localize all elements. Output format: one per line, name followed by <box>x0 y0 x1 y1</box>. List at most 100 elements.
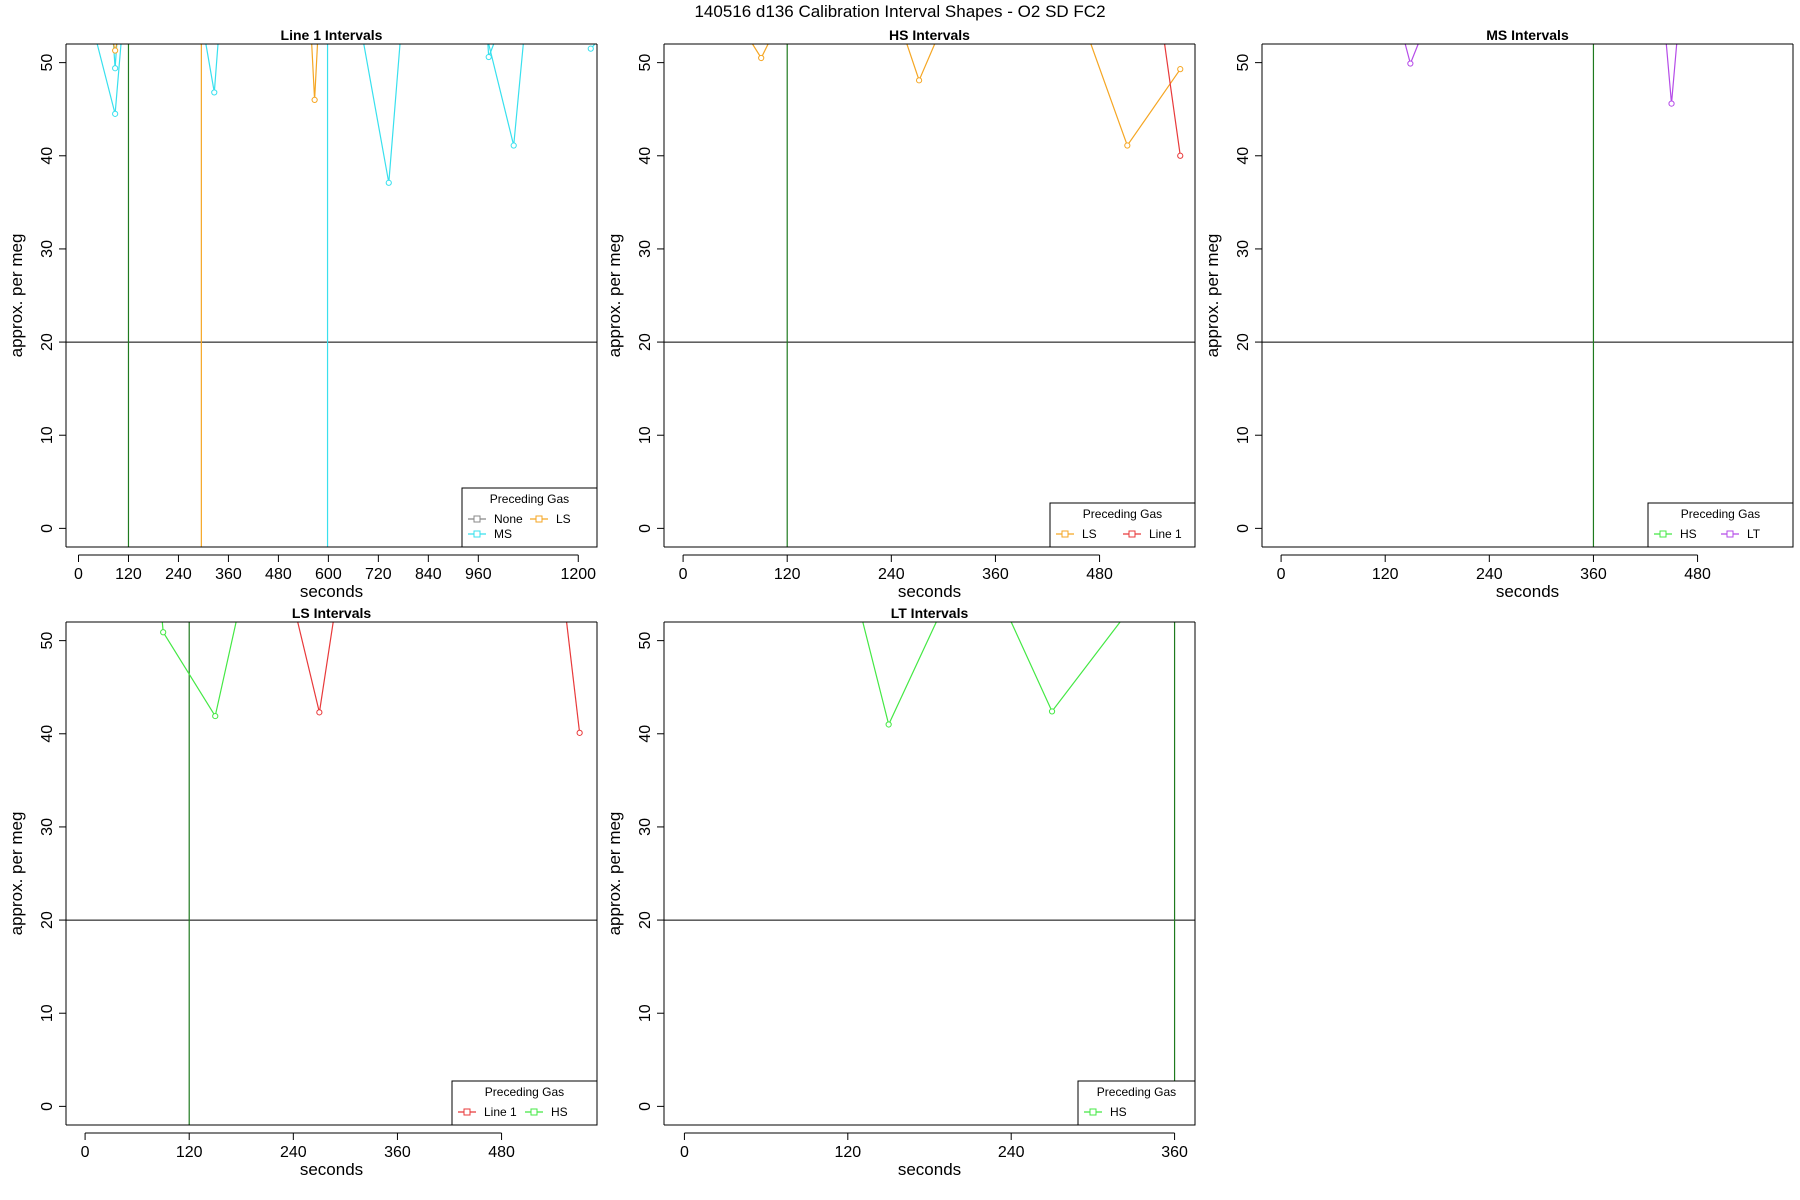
legend: Preceding Gas None LS MS <box>461 487 598 548</box>
data-point <box>510 142 517 149</box>
y-tick-label: 50 <box>637 54 654 72</box>
legend-entry: HS <box>1110 1105 1127 1119</box>
x-axis-label: seconds <box>898 582 961 601</box>
legend-title: Preceding Gas <box>1097 1085 1176 1099</box>
data-point <box>885 721 892 728</box>
y-tick-label: 40 <box>39 147 56 165</box>
x-tick-label: 240 <box>165 566 192 583</box>
data-point <box>1407 60 1414 67</box>
data-point <box>1124 142 1131 149</box>
data-point <box>211 89 218 96</box>
x-axis-label: seconds <box>1496 582 1559 601</box>
y-tick-label: 10 <box>1235 426 1252 444</box>
plot-area <box>66 622 597 1125</box>
y-tick-label: 10 <box>637 426 654 444</box>
legend: Preceding Gas HS LT <box>1647 502 1794 548</box>
panels: Line 1 Intervals 0 120 240 360 480 600 720 840 96… <box>7 27 1794 1179</box>
legend-entry: None <box>494 512 523 526</box>
panel-title: LS Intervals <box>292 605 372 621</box>
panel-4: LS Intervals 0 120 240 360 480 seconds 0 10 20 30 4… <box>7 605 598 1179</box>
data-point <box>1177 152 1184 159</box>
data-point <box>1177 66 1184 73</box>
data-point <box>112 47 119 54</box>
y-axis-label: approx. per meg <box>1203 234 1222 358</box>
x-tick-label: 0 <box>74 566 83 583</box>
legend-swatch-marker <box>530 1108 538 1116</box>
y-tick-label: 40 <box>1235 147 1252 165</box>
legend-entry: HS <box>1680 527 1697 541</box>
legend-entry: LS <box>1082 527 1097 541</box>
y-tick-label: 30 <box>39 818 56 836</box>
legend-swatch-marker <box>1128 530 1136 538</box>
y-tick-label: 30 <box>637 818 654 836</box>
y-tick-label: 40 <box>39 725 56 743</box>
x-tick-label: 240 <box>878 566 905 583</box>
data-point <box>385 179 392 186</box>
y-tick-label: 30 <box>637 240 654 258</box>
data-point <box>112 110 119 117</box>
x-tick-label: 0 <box>679 566 688 583</box>
x-tick-label: 120 <box>834 1144 861 1161</box>
x-tick-label: 600 <box>315 566 342 583</box>
x-axis-label: seconds <box>300 582 363 601</box>
x-tick-label: 240 <box>280 1144 307 1161</box>
plot-area <box>664 622 1195 1125</box>
x-tick-label: 720 <box>365 566 392 583</box>
legend-entry: LT <box>1747 527 1761 541</box>
y-tick-label: 20 <box>39 333 56 351</box>
series-line <box>1164 44 1181 156</box>
series-line <box>161 622 237 718</box>
y-tick-label: 30 <box>39 240 56 258</box>
x-tick-label: 120 <box>176 1144 203 1161</box>
panel-5: LT Intervals 0 120 240 360 seconds 0 10 20 30 40 50… <box>605 605 1196 1179</box>
panel-1: Line 1 Intervals 0 120 240 360 480 600 720 840 96… <box>7 27 598 601</box>
legend-swatch-marker <box>535 515 543 523</box>
legend-swatch-marker <box>473 530 481 538</box>
plot-area <box>66 44 597 547</box>
y-tick-label: 50 <box>1235 54 1252 72</box>
data-point <box>485 53 492 61</box>
panel-title: MS Intervals <box>1486 27 1569 43</box>
legend-swatch-marker <box>1089 1108 1097 1116</box>
series-line <box>566 622 581 733</box>
legend-box <box>1647 502 1794 548</box>
y-tick-label: 0 <box>39 524 56 533</box>
plot-area <box>664 44 1195 547</box>
y-axis-label: approx. per meg <box>605 234 624 358</box>
x-tick-label: 480 <box>488 1144 515 1161</box>
x-tick-label: 120 <box>115 566 142 583</box>
x-tick-label: 240 <box>1476 566 1503 583</box>
x-axis-label: seconds <box>898 1160 961 1179</box>
y-tick-label: 50 <box>39 632 56 650</box>
x-tick-label: 480 <box>1684 566 1711 583</box>
x-tick-label: 840 <box>415 566 442 583</box>
y-axis-label: approx. per meg <box>605 812 624 936</box>
y-tick-label: 30 <box>1235 240 1252 258</box>
legend-box <box>461 487 598 548</box>
legend-entry: HS <box>551 1105 568 1119</box>
y-axis-label: approx. per meg <box>7 234 26 358</box>
x-tick-label: 360 <box>215 566 242 583</box>
y-tick-label: 0 <box>39 1102 56 1111</box>
y-tick-label: 40 <box>637 725 654 743</box>
x-tick-label: 0 <box>81 1144 90 1161</box>
x-tick-label: 480 <box>1086 566 1113 583</box>
x-tick-label: 360 <box>384 1144 411 1161</box>
x-tick-label: 120 <box>1372 566 1399 583</box>
data-point <box>160 629 167 636</box>
y-tick-label: 40 <box>637 147 654 165</box>
legend-entry: MS <box>494 527 512 541</box>
y-tick-label: 20 <box>637 911 654 929</box>
legend-entry: Line 1 <box>1149 527 1182 541</box>
data-point <box>587 45 594 52</box>
y-tick-label: 20 <box>1235 333 1252 351</box>
y-axis-label: approx. per meg <box>7 812 26 936</box>
y-tick-label: 0 <box>1235 524 1252 533</box>
y-tick-label: 20 <box>39 911 56 929</box>
legend: Preceding Gas LS Line 1 <box>1049 502 1196 548</box>
y-tick-label: 50 <box>637 632 654 650</box>
legend: Preceding Gas HS <box>1077 1080 1196 1126</box>
legend-box <box>451 1080 598 1126</box>
panel-title: HS Intervals <box>889 27 970 43</box>
